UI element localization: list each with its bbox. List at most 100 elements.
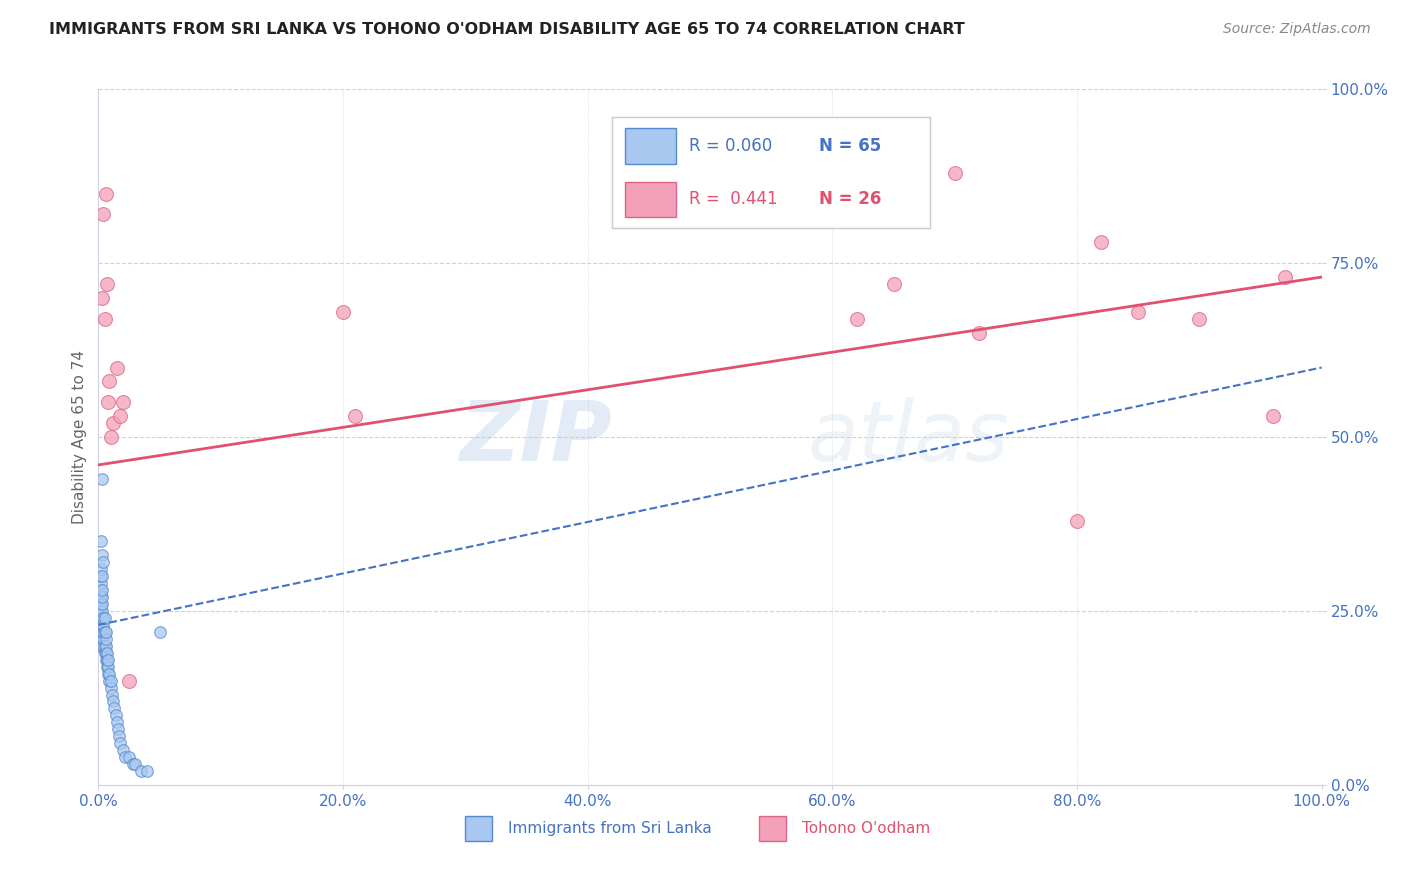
Point xyxy=(100,430,122,444)
Point xyxy=(90,590,112,604)
Point xyxy=(91,555,114,569)
Point xyxy=(96,653,118,667)
Point xyxy=(90,569,112,583)
Point xyxy=(94,624,117,639)
Point xyxy=(91,618,114,632)
Point xyxy=(91,291,114,305)
Point xyxy=(96,659,118,673)
Point xyxy=(89,624,111,639)
Text: Tohono O'odham: Tohono O'odham xyxy=(801,821,929,836)
Point xyxy=(105,360,128,375)
Point xyxy=(93,311,115,326)
Point xyxy=(103,701,125,715)
Point xyxy=(943,166,966,180)
Point xyxy=(110,736,132,750)
Point xyxy=(101,694,124,708)
Point xyxy=(91,569,114,583)
Point xyxy=(98,375,121,389)
Point xyxy=(91,618,114,632)
Point xyxy=(97,659,120,673)
Point xyxy=(845,311,868,326)
Text: Immigrants from Sri Lanka: Immigrants from Sri Lanka xyxy=(508,821,711,836)
Point xyxy=(94,639,117,653)
Point xyxy=(118,750,141,764)
Point xyxy=(97,395,120,409)
Point xyxy=(90,604,112,618)
Point xyxy=(1066,514,1088,528)
Point xyxy=(91,632,114,646)
Point xyxy=(93,624,115,639)
Point xyxy=(91,472,114,486)
Point xyxy=(110,409,132,424)
Point xyxy=(91,597,114,611)
Point xyxy=(101,688,124,702)
Point xyxy=(111,395,134,409)
Point xyxy=(91,549,114,563)
Point xyxy=(114,750,136,764)
Point xyxy=(93,646,115,660)
Text: ZIP: ZIP xyxy=(460,397,612,477)
Point xyxy=(105,715,128,730)
Point xyxy=(104,708,127,723)
Point xyxy=(821,201,844,215)
Point xyxy=(91,207,114,221)
Point xyxy=(344,409,367,424)
Point xyxy=(98,673,121,688)
Point xyxy=(93,639,115,653)
Point xyxy=(107,723,129,737)
Point xyxy=(101,416,124,430)
Point xyxy=(93,611,115,625)
Point xyxy=(883,277,905,291)
Point xyxy=(108,729,131,743)
Y-axis label: Disability Age 65 to 74: Disability Age 65 to 74 xyxy=(72,350,87,524)
Point xyxy=(136,764,159,778)
Text: Source: ZipAtlas.com: Source: ZipAtlas.com xyxy=(1223,22,1371,37)
Point xyxy=(1090,235,1112,250)
Point xyxy=(89,590,111,604)
Point xyxy=(91,583,114,598)
Point xyxy=(96,277,118,291)
Point xyxy=(91,624,114,639)
FancyBboxPatch shape xyxy=(465,816,492,840)
Point xyxy=(97,653,120,667)
Point xyxy=(121,757,143,772)
Point xyxy=(91,590,114,604)
Text: atlas: atlas xyxy=(808,397,1010,477)
Point xyxy=(94,632,117,646)
Point xyxy=(97,666,120,681)
Point xyxy=(90,562,112,576)
Point xyxy=(149,624,172,639)
Point xyxy=(967,326,990,340)
Point xyxy=(90,534,112,549)
Point xyxy=(1128,305,1150,319)
FancyBboxPatch shape xyxy=(759,816,786,840)
Point xyxy=(91,611,114,625)
Point xyxy=(111,743,134,757)
Point xyxy=(118,673,141,688)
Point xyxy=(90,583,112,598)
Point xyxy=(91,611,114,625)
Point xyxy=(89,611,111,625)
Point xyxy=(91,639,114,653)
Point xyxy=(90,597,112,611)
Point xyxy=(1274,270,1296,285)
Point xyxy=(96,646,118,660)
Point xyxy=(94,646,117,660)
Point xyxy=(100,681,122,695)
Point xyxy=(124,757,146,772)
Point xyxy=(90,576,112,591)
Text: IMMIGRANTS FROM SRI LANKA VS TOHONO O'ODHAM DISABILITY AGE 65 TO 74 CORRELATION : IMMIGRANTS FROM SRI LANKA VS TOHONO O'OD… xyxy=(49,22,965,37)
Point xyxy=(98,666,121,681)
Point xyxy=(89,597,111,611)
Point xyxy=(89,604,111,618)
Point xyxy=(94,186,117,201)
Point xyxy=(91,624,114,639)
Point xyxy=(100,673,122,688)
Point xyxy=(91,604,114,618)
Point xyxy=(129,764,152,778)
Point xyxy=(89,639,111,653)
Point xyxy=(1188,311,1211,326)
Point xyxy=(1261,409,1284,424)
Point xyxy=(332,305,354,319)
Point xyxy=(94,653,117,667)
